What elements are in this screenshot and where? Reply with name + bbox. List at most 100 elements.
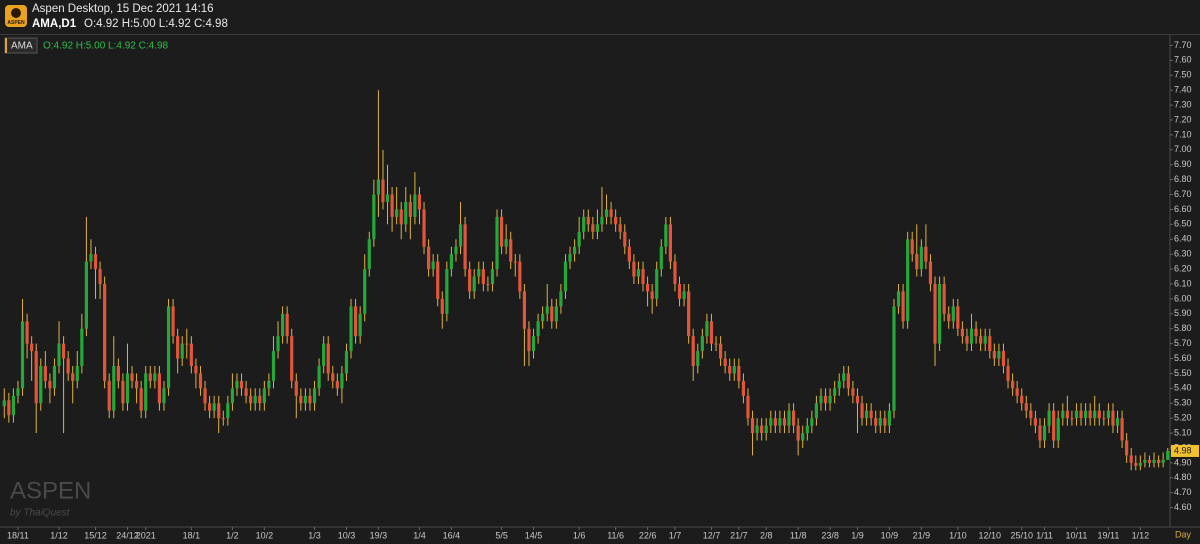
candle-body xyxy=(947,313,951,322)
candle-body xyxy=(860,403,864,419)
candle-body xyxy=(965,336,969,344)
candle-body xyxy=(93,254,98,270)
candle-body xyxy=(659,246,663,270)
candle-body xyxy=(645,283,650,292)
x-tick-label: 21/7 xyxy=(730,530,748,540)
candle-body xyxy=(194,365,198,374)
candle-body xyxy=(750,418,755,434)
candle-body xyxy=(162,388,166,404)
candle-body xyxy=(650,291,654,299)
candle-body xyxy=(550,306,554,322)
watermark: ASPEN xyxy=(10,477,91,504)
candle-body xyxy=(1010,380,1015,389)
candle-body xyxy=(769,418,773,426)
x-tick-label: 25/10 xyxy=(1010,530,1033,540)
candle-body xyxy=(372,194,376,240)
candle-body xyxy=(673,261,677,284)
candle-body xyxy=(52,365,57,389)
candle-body xyxy=(937,283,942,344)
candle-body xyxy=(1001,351,1006,366)
candle-body xyxy=(522,291,527,329)
candle-body xyxy=(262,388,266,404)
candle-body xyxy=(486,283,490,285)
candle-body xyxy=(75,365,79,381)
x-tick-label: 11/8 xyxy=(790,530,807,540)
ohlc-label: O:4.92 H:5.00 L:4.92 C:4.98 xyxy=(84,18,228,30)
candle-body xyxy=(207,403,212,411)
candle-body xyxy=(144,373,148,411)
candle-body xyxy=(960,328,965,337)
candle-body xyxy=(326,343,330,374)
candle-body xyxy=(919,246,923,270)
candle-body xyxy=(221,418,225,420)
x-tick-label: 10/11 xyxy=(1066,530,1088,540)
legend-ohlc: O:4.92 H:5.00 L:4.92 C:4.98 xyxy=(43,41,169,52)
candle-body xyxy=(586,216,590,225)
candle-body xyxy=(116,365,120,381)
candle-body xyxy=(760,425,764,434)
candle-body xyxy=(623,231,627,247)
candle-body xyxy=(997,351,1001,359)
candle-body xyxy=(582,216,586,232)
y-tick-label: 5.20 xyxy=(1174,413,1192,423)
candle-body xyxy=(340,373,344,389)
candle-body xyxy=(271,351,276,381)
candle-body xyxy=(773,418,777,426)
candle-body xyxy=(1006,365,1010,381)
y-tick-label: 7.40 xyxy=(1174,85,1192,95)
candle-body xyxy=(1065,410,1069,419)
candle-body xyxy=(25,321,29,344)
candle-body xyxy=(700,336,704,352)
x-tick-label: 1/9 xyxy=(851,530,864,540)
candle-body xyxy=(1156,459,1161,463)
candle-body xyxy=(600,216,604,225)
candle-body xyxy=(1138,462,1142,466)
candle-body xyxy=(901,291,905,322)
symbol-label: AMA,D1 xyxy=(32,18,77,30)
candle-body xyxy=(176,336,180,359)
candle-body xyxy=(212,403,216,411)
candle-body xyxy=(577,231,581,247)
candle-body xyxy=(1129,455,1133,463)
candle-body xyxy=(1088,410,1092,419)
y-tick-label: 6.20 xyxy=(1174,263,1192,273)
candle-body xyxy=(796,425,800,441)
candle-body xyxy=(103,283,107,381)
x-tick-label: 18/11 xyxy=(7,530,29,540)
candle-body xyxy=(974,328,978,337)
candle-body xyxy=(1083,410,1088,419)
candle-body xyxy=(71,373,75,381)
candle-body xyxy=(189,343,193,366)
candle-body xyxy=(531,336,536,352)
candle-body xyxy=(11,395,16,416)
candle-body xyxy=(125,373,130,404)
y-tick-label: 6.00 xyxy=(1174,293,1192,303)
candle-body xyxy=(513,261,517,263)
candle-body xyxy=(499,216,504,247)
candle-body xyxy=(7,400,11,416)
candle-body xyxy=(636,269,641,277)
candle-body xyxy=(764,425,768,434)
candle-body xyxy=(778,418,782,426)
candle-body xyxy=(823,395,828,404)
x-tick-label: 10/3 xyxy=(338,530,356,540)
candle-body xyxy=(1120,418,1124,441)
x-tick-label: 22/6 xyxy=(639,530,657,540)
candle-body xyxy=(509,239,513,262)
candle-body xyxy=(417,194,422,210)
candle-body xyxy=(627,246,631,262)
x-tick-label: 19/3 xyxy=(370,530,388,540)
candle-body xyxy=(609,209,613,217)
candle-body xyxy=(413,194,417,217)
logo: ASPEN xyxy=(5,5,27,27)
candle-body xyxy=(166,306,171,389)
candle-body xyxy=(112,365,116,411)
candle-body xyxy=(604,209,609,217)
candle-body xyxy=(951,306,955,322)
candle-body xyxy=(709,321,714,344)
candle-body xyxy=(399,209,403,225)
candle-body xyxy=(1015,388,1019,396)
x-tick-label: 21/9 xyxy=(913,530,931,540)
